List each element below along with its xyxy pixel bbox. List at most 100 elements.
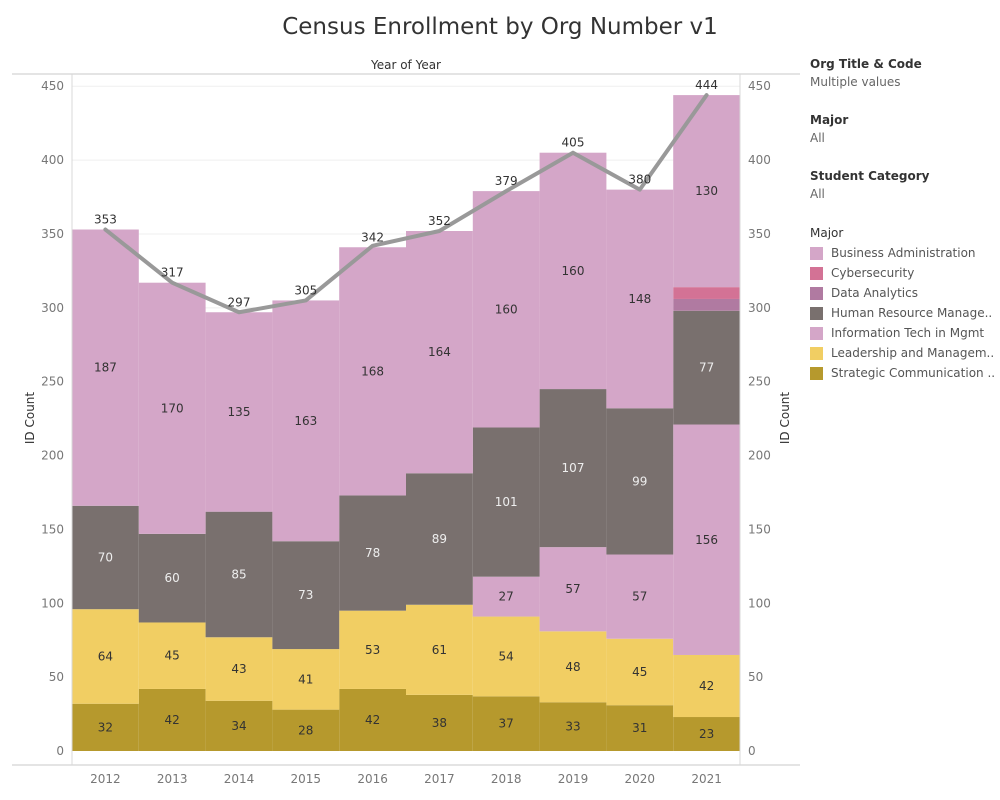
legend-label: Data Analytics [831,286,918,300]
legend-item[interactable]: Data Analytics [810,283,995,303]
bar-segment [472,576,540,617]
y-tick-left: 100 [41,596,64,610]
data-label: 61 [432,643,447,657]
legend-item[interactable]: Human Resource Manage.. [810,303,995,323]
bar-segment [539,389,607,548]
legend-title: Major [810,226,844,240]
filter-major-value: All [810,131,825,145]
x-tick-label: 2015 [291,772,322,786]
y-axis-title-left: ID Count [23,392,37,445]
filter-major[interactable]: Major All [810,113,995,145]
legend-swatch [810,286,823,300]
y-tick-left: 50 [49,670,64,684]
bar-segment [606,408,674,555]
filter-student-category-label: Student Category [810,169,930,183]
x-tick-label: 2016 [357,772,388,786]
y-tick-left: 300 [41,301,64,315]
bar-segment [138,688,206,751]
y-tick-left: 0 [56,744,64,758]
data-label: 160 [495,302,518,316]
data-label: 187 [94,361,117,375]
bar-segment [272,709,340,751]
x-tick-label: 2013 [157,772,188,786]
bar-segment [606,189,674,409]
bar-segment [406,473,473,605]
x-tick-label: 2018 [491,772,522,786]
legend-label: Leadership and Managem.. [831,346,995,360]
data-label: 170 [161,401,184,415]
data-label: 135 [228,405,251,419]
data-label: 156 [695,533,718,547]
y-tick-right: 450 [748,79,771,93]
legend-item[interactable]: Cybersecurity [810,263,995,283]
total-label: 342 [361,230,384,244]
legend-swatch [810,346,823,360]
bar-segment [138,622,206,689]
y-tick-right: 200 [748,449,771,463]
data-label: 27 [499,590,514,604]
total-label: 353 [94,213,117,227]
x-tick-label: 2019 [558,772,589,786]
y-tick-left: 400 [41,153,64,167]
data-label: 163 [294,414,317,428]
x-header: Year of Year [370,58,441,72]
total-line-layer [103,93,709,315]
y-tick-left: 350 [41,227,64,241]
total-line [103,93,709,315]
bar-segment [339,495,406,611]
data-label: 64 [98,649,113,663]
bar-segment [673,717,740,751]
total-label: 317 [161,266,184,280]
legend-swatch [810,326,823,340]
legend-item[interactable]: Leadership and Managem.. [810,343,995,363]
bar-segment [472,696,540,751]
data-label: 42 [699,679,714,693]
filter-student-category[interactable]: Student Category All [810,169,995,201]
filter-org-title[interactable]: Org Title & Code Multiple values [810,57,995,89]
data-label: 53 [365,643,380,657]
data-label: 31 [632,721,647,735]
data-label: 34 [231,719,246,733]
bar-segment [673,298,740,311]
y-tick-left: 250 [41,375,64,389]
bar-segment [72,505,139,610]
bar-segment [138,533,206,623]
filter-major-label: Major [810,113,849,127]
bar-segment [539,702,607,751]
legend-items: Business Administration Cybersecurity Data… [810,243,995,383]
total-label: 297 [228,295,251,309]
bar-segment [472,191,540,428]
total-label: 405 [562,136,585,150]
filter-org-title-value: Multiple values [810,75,901,89]
bar-segment [673,424,740,655]
legend-swatch [810,246,823,260]
y-tick-left: 200 [41,449,64,463]
bars-layer [72,95,740,751]
bar-segment [339,247,406,496]
total-label: 444 [695,78,718,92]
bar-segment [72,703,139,751]
bar-segment [272,300,340,542]
bar-segment [339,688,406,751]
legend-item[interactable]: Information Tech in Mgmt [810,323,995,343]
data-label: 99 [632,474,647,488]
y-tick-right: 350 [748,227,771,241]
bar-segment [72,229,139,506]
bar-segment [673,310,740,425]
legend-label: Cybersecurity [831,266,915,280]
y-tick-left: 450 [41,79,64,93]
legend-swatch [810,366,823,380]
data-label: 160 [562,264,585,278]
x-tick-label: 2014 [224,772,255,786]
bar-segment [272,541,340,650]
data-label: 148 [628,292,651,306]
y-axis-title-right: ID Count [778,392,792,445]
y-tick-left: 150 [41,522,64,536]
data-label: 48 [565,660,580,674]
legend-item[interactable]: Business Administration [810,243,995,263]
data-label: 78 [365,546,380,560]
data-label: 28 [298,723,313,737]
filter-student-category-value: All [810,187,825,201]
y-tick-right: 50 [748,670,763,684]
legend-item[interactable]: Strategic Communication .. [810,363,995,383]
